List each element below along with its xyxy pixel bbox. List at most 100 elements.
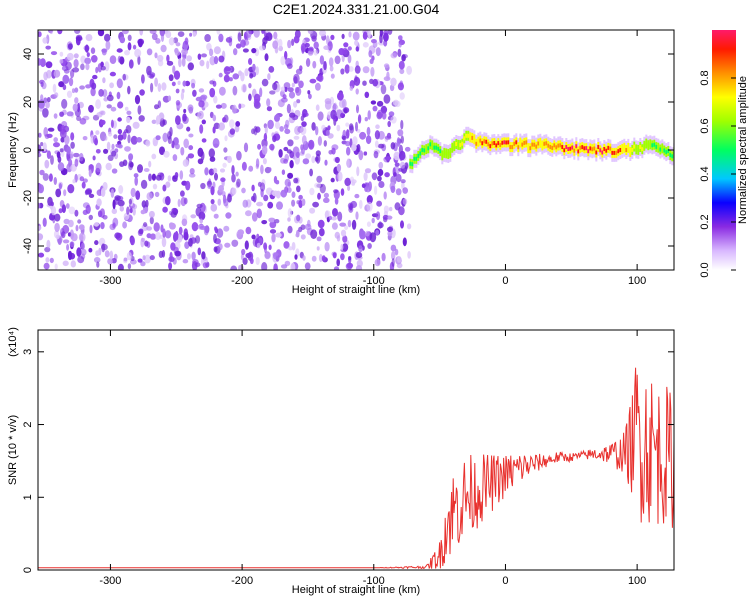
noise-dot	[151, 153, 157, 160]
noise-dot	[72, 103, 78, 112]
signal-core	[633, 144, 636, 149]
snr-y-ticks: 0 1 2 3	[22, 349, 674, 573]
colorbar-tick-label: 0.8	[699, 70, 711, 85]
y-tick-label: 2	[22, 421, 34, 427]
noise-dot	[237, 229, 245, 236]
noise-dot	[177, 31, 185, 37]
signal-core	[617, 149, 620, 154]
noise-dot	[100, 119, 106, 125]
signal-core	[413, 156, 416, 161]
signal-core	[487, 142, 490, 147]
noise-dot	[301, 146, 305, 155]
noise-dot	[66, 111, 74, 117]
x-tick-label: -200	[231, 575, 253, 587]
noise-dot	[391, 258, 395, 267]
noise-dot	[85, 84, 92, 89]
noise-dot	[229, 128, 236, 135]
noise-dot	[298, 194, 303, 200]
signal-core	[527, 146, 530, 151]
noise-dot	[140, 179, 148, 189]
noise-dot	[340, 243, 344, 251]
noise-dot	[69, 151, 74, 159]
noise-dot	[319, 30, 327, 37]
noise-dot	[269, 90, 276, 95]
noise-dot	[188, 106, 194, 114]
noise-dot	[88, 169, 92, 177]
noise-dot	[229, 119, 235, 129]
noise-dot	[183, 228, 188, 238]
noise-dot	[161, 82, 167, 91]
noise-dot	[372, 78, 379, 87]
noise-dot	[151, 173, 156, 181]
noise-dot	[127, 42, 132, 51]
noise-dot	[167, 95, 172, 102]
signal-core	[661, 146, 664, 151]
noise-dot	[88, 214, 94, 221]
noise-dot	[140, 261, 146, 267]
noise-dot	[293, 135, 300, 140]
noise-dot	[166, 54, 170, 63]
noise-dot	[245, 226, 252, 235]
noise-dot	[328, 57, 334, 67]
signal-core	[451, 145, 454, 150]
noise-dot	[126, 251, 132, 261]
noise-dot	[347, 54, 352, 64]
noise-dot	[201, 119, 206, 125]
signal-core	[497, 141, 500, 146]
noise-dot	[95, 149, 101, 154]
noise-dot	[356, 166, 360, 177]
noise-dot	[212, 138, 220, 148]
noise-dot	[218, 33, 224, 43]
noise-dot	[128, 198, 132, 205]
noise-dot	[137, 55, 141, 66]
noise-dot	[40, 81, 44, 88]
noise-dot	[379, 33, 383, 44]
noise-dot	[130, 236, 136, 246]
noise-dot	[104, 135, 108, 141]
noise-dot	[377, 143, 385, 149]
noise-dot	[68, 206, 76, 215]
signal-core	[585, 146, 588, 151]
noise-dot	[71, 88, 76, 94]
noise-dot	[348, 256, 352, 264]
noise-dot	[127, 85, 131, 95]
noise-dot	[399, 92, 405, 100]
noise-dot	[117, 263, 124, 270]
noise-dot	[349, 85, 354, 91]
noise-dot	[368, 50, 373, 58]
signal-core	[511, 145, 514, 150]
noise-dot	[213, 56, 219, 65]
noise-dot	[66, 52, 74, 61]
noise-dot	[344, 177, 352, 187]
noise-dot	[210, 203, 218, 212]
noise-dot	[261, 78, 269, 87]
noise-dot	[374, 185, 378, 195]
x-tick-label: -200	[231, 275, 253, 287]
noise-dot	[62, 84, 67, 91]
noise-dot	[62, 74, 70, 85]
noise-dot	[63, 189, 67, 197]
noise-dot	[95, 66, 99, 74]
noise-dot	[304, 262, 311, 270]
noise-dot	[387, 226, 393, 233]
noise-dot	[272, 82, 278, 91]
noise-dot	[154, 191, 160, 198]
noise-dot	[267, 119, 274, 130]
noise-dot	[345, 129, 350, 139]
noise-dot	[162, 184, 167, 192]
noise-dot	[359, 131, 367, 140]
noise-dot	[384, 172, 390, 178]
noise-dot	[351, 181, 356, 186]
noise-dot	[117, 117, 122, 122]
noise-dot	[42, 37, 48, 44]
snr-y-label: SNR (10 * v/v)	[7, 415, 19, 485]
noise-dot	[407, 251, 411, 259]
noise-dot	[350, 200, 358, 209]
noise-dot	[46, 239, 51, 249]
noise-dot	[383, 32, 389, 42]
signal-core	[591, 147, 594, 152]
signal-core	[629, 150, 632, 154]
noise-dot	[114, 232, 121, 239]
noise-dot	[68, 219, 74, 228]
signal-core	[421, 147, 424, 152]
